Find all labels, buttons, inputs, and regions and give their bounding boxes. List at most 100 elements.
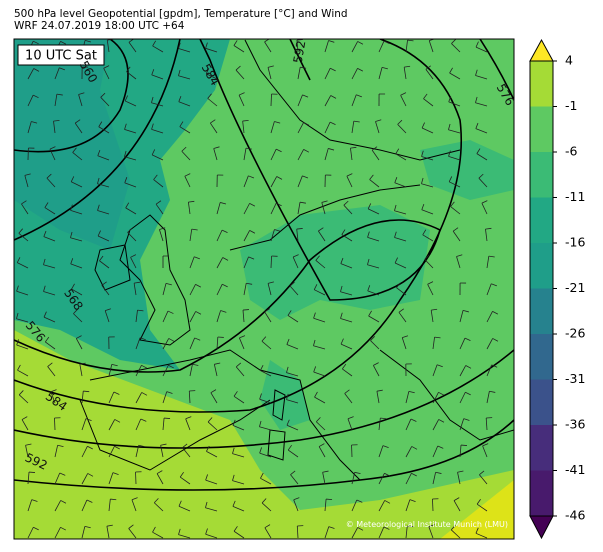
barb-flag [178, 69, 181, 76]
barb-flag [342, 363, 347, 370]
barb-flag [423, 93, 428, 99]
barb-flag [357, 527, 364, 531]
barb-flag [49, 146, 56, 150]
barb-staff [370, 340, 380, 350]
barb-flag [192, 363, 199, 366]
barb-flag [259, 447, 262, 454]
barb-staff [162, 418, 165, 431]
barb-flag [302, 94, 309, 98]
barb-flag [276, 202, 282, 207]
barb-staff [290, 474, 299, 485]
barb-flag [394, 177, 398, 183]
barb-flag [85, 418, 92, 421]
barb-staff [101, 285, 110, 296]
barb-staff [351, 499, 358, 512]
barb-staff [184, 176, 191, 188]
barb-staff [44, 207, 56, 215]
barb-flag [164, 417, 171, 419]
barb-staff [189, 311, 197, 323]
barb-staff [54, 472, 61, 485]
barb-staff [243, 203, 250, 215]
barb-flag [114, 419, 121, 423]
barb-staff [396, 287, 407, 296]
barb-flag [259, 393, 262, 400]
barb-flag [340, 312, 343, 319]
barb-flag [194, 337, 201, 341]
barb-staff [421, 209, 434, 215]
barb-staff [103, 68, 110, 80]
barb-flag [315, 255, 320, 261]
barb-flag [400, 92, 407, 96]
barb-staff [128, 42, 137, 53]
barb-staff [188, 390, 191, 404]
barb-staff [318, 446, 326, 458]
barb-staff [46, 177, 56, 188]
barb-flag [238, 92, 245, 96]
barb-staff [432, 419, 440, 431]
map-frame [13, 38, 515, 540]
barb-flag [151, 69, 155, 76]
barb-staff [81, 499, 88, 512]
barb-staff [485, 418, 488, 431]
barb-staff [81, 391, 84, 404]
barb-staff [21, 419, 29, 431]
barb-staff [27, 94, 34, 107]
barb-flag [16, 257, 21, 263]
barb-staff [373, 365, 380, 377]
barb-staff [185, 418, 191, 431]
barb-staff [216, 337, 219, 350]
barb-staff [449, 181, 461, 188]
barb-staff [47, 366, 56, 377]
cold-core [14, 39, 130, 250]
barb-flag [124, 123, 127, 130]
barb-flag [380, 417, 387, 420]
barb-staff [297, 202, 301, 215]
barb-staff [53, 121, 56, 134]
barb-staff [351, 94, 357, 107]
barb-staff [27, 472, 30, 485]
barb-staff [405, 40, 408, 53]
barb-flag [248, 175, 255, 179]
barb-flag [98, 121, 103, 127]
barb-staff [405, 499, 411, 512]
barb-staff [54, 67, 60, 80]
barb-flag [481, 200, 488, 204]
barb-flag [100, 92, 106, 98]
barb-flag [24, 173, 31, 176]
barb-flag [489, 390, 496, 393]
barb-flag [248, 256, 255, 260]
barb-staff [210, 392, 218, 404]
barb-staff [54, 527, 61, 539]
colorbar-tick-label: -46 [565, 508, 585, 523]
barb-flag [313, 366, 317, 373]
barb-flag [16, 285, 19, 292]
barb-flag [303, 122, 310, 126]
barb-staff [135, 392, 143, 404]
barb-flag [450, 201, 455, 207]
barb-staff [378, 500, 386, 512]
barb-flag [73, 309, 78, 314]
barb-flag [184, 173, 191, 177]
title-line: 500 hPa level Geopotential [gpdm], Tempe… [14, 8, 348, 20]
barb-staff [427, 284, 434, 296]
barb-flag [453, 497, 460, 501]
barb-staff [351, 472, 356, 485]
barb-flag [210, 389, 217, 394]
barb-flag [205, 42, 208, 49]
barb-flag [267, 65, 274, 68]
barb-flag [261, 336, 267, 342]
barb-staff [324, 148, 329, 161]
barb-staff [340, 318, 353, 323]
barb-flag [402, 335, 409, 338]
barb-flag [112, 472, 119, 476]
barb-flag [476, 148, 481, 154]
barb-staff [178, 534, 191, 539]
barb-flag [222, 283, 228, 288]
barb-staff [395, 153, 407, 161]
barb-flag [165, 282, 172, 286]
barb-staff [378, 67, 383, 80]
barb-flag [110, 498, 117, 501]
barb-flag [70, 231, 73, 238]
barb-flag [457, 470, 464, 473]
barb-staff [232, 480, 245, 485]
